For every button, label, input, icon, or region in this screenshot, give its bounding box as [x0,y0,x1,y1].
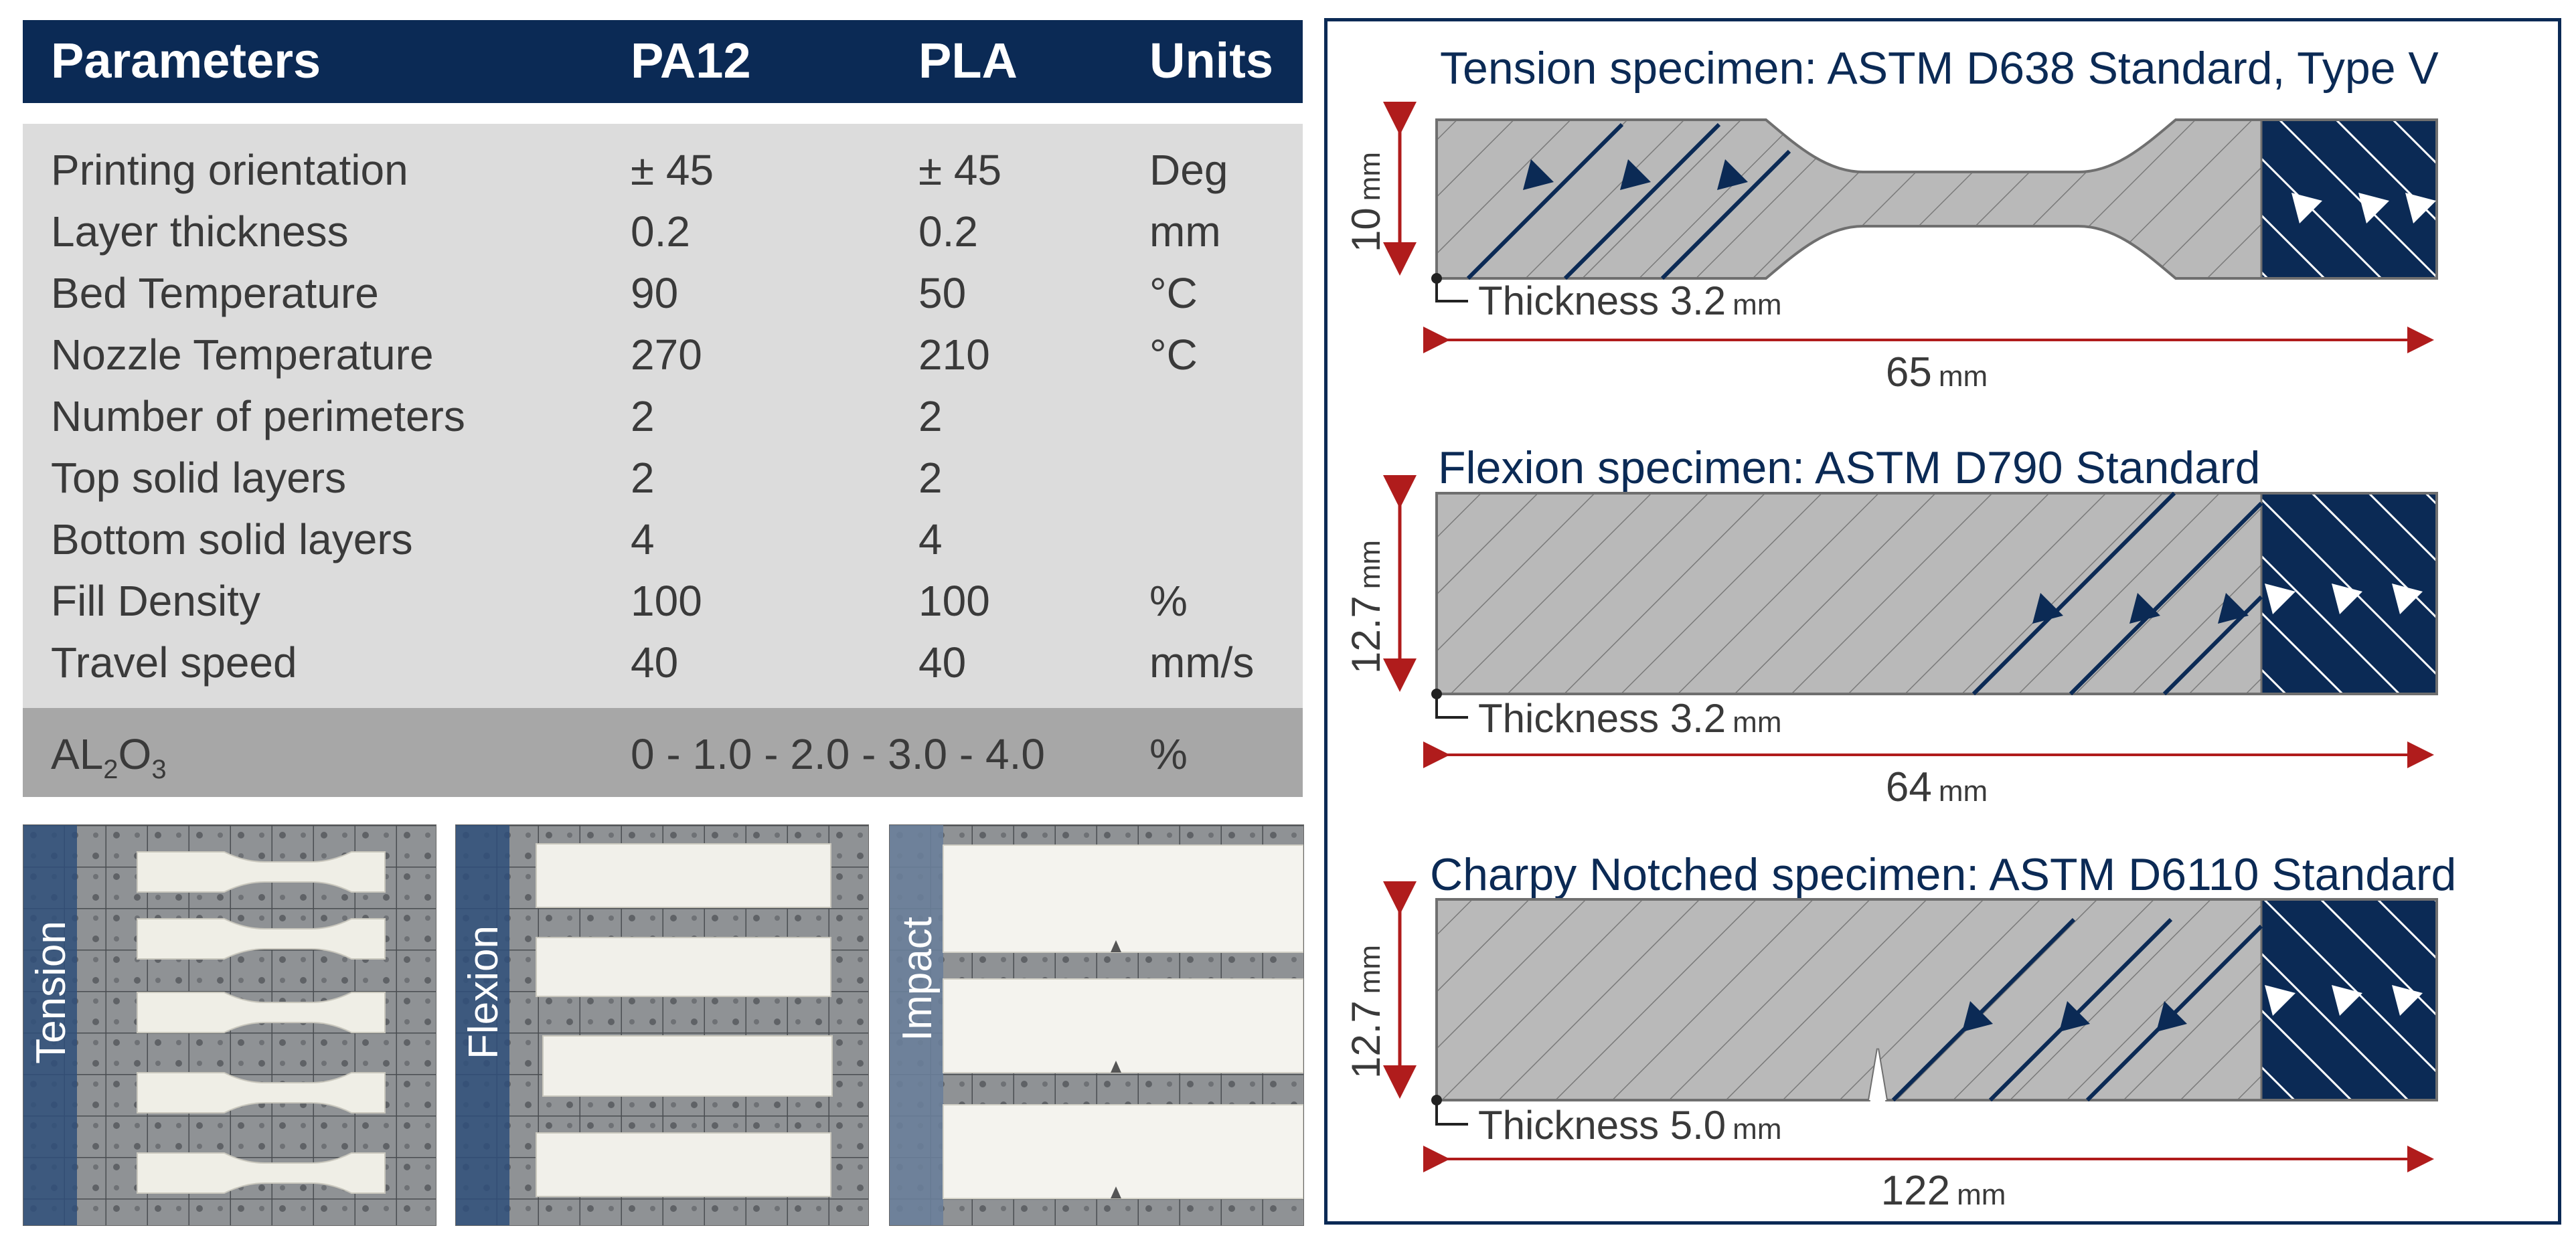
tension-specimen-shape [1435,118,2438,280]
unit-value: mm [1149,207,1221,256]
param-name: Bed Temperature [51,269,379,317]
pa12-value: 4 [631,515,655,563]
additive-label-al: AL [51,730,104,778]
charpy-thickness-label: Thickness 5.0 mm [1478,1103,1781,1148]
table-row: Top solid layers 2 2 [23,448,1303,509]
pa12-value: 0.2 [631,207,690,256]
photo-flexion: Flexion [455,824,869,1226]
table-row: Nozzle Temperature 270 210 °C [23,325,1303,386]
tension-thickness-label: Thickness 3.2 mm [1478,278,1781,323]
tension-photo-image: Tension [23,825,436,1225]
tension-length-value: 65 mm [1886,349,1988,395]
table-row: Travel speed 40 40 mm/s [23,632,1303,694]
specimen-diagram: Tension specimen: ASTM D638 Standard, Ty… [1344,43,2456,1214]
pa12-value: 270 [631,331,702,379]
param-name: Number of perimeters [51,392,465,440]
table-row: Printing orientation ± 45 ± 45 Deg [23,140,1303,201]
param-name: Fill Density [51,577,260,625]
table-row: Fill Density 100 100 % [23,571,1303,632]
additive-label: AL2O3 [51,729,167,785]
additive-unit: % [1149,730,1188,778]
specimen-title-flexion: Flexion specimen: ASTM D790 Standard [1438,442,2260,493]
charpy-specimen-shape [1435,898,2438,1102]
flexion-height-value: 12.7mm [1344,540,1388,674]
pla-value: 100 [918,577,990,625]
additive-label-o: O [118,730,152,778]
photo-impact: Impact [889,824,1304,1226]
header-pa12: PA12 [631,33,751,88]
photo-tension: Tension [23,824,436,1226]
photo-label-impact: Impact [894,917,941,1041]
pla-value: 4 [918,515,943,563]
pa12-value: 90 [631,269,679,317]
unit-value: °C [1149,269,1198,317]
pla-value: 210 [918,331,990,379]
pla-value: 50 [918,269,967,317]
table-row: Bed Temperature 90 50 °C [23,263,1303,325]
tension-height-value: 10mm [1344,152,1388,252]
header-pla: PLA [918,33,1018,88]
specimen-diagram-panel: Tension specimen: ASTM D638 Standard, Ty… [1324,18,2561,1225]
unit-value: °C [1149,331,1198,379]
unit-value: Deg [1149,146,1228,194]
flexion-photo-image: Flexion [456,825,868,1225]
table-row: Bottom solid layers 4 4 [23,509,1303,571]
header-parameters: Parameters [51,33,321,88]
pa12-value: 40 [631,638,679,687]
param-name: Bottom solid layers [51,515,413,563]
photo-label-tension: Tension [28,921,74,1064]
specimen-title-tension: Tension specimen: ASTM D638 Standard, Ty… [1440,43,2439,94]
pla-value: 0.2 [918,207,978,256]
pa12-value: 100 [631,577,702,625]
param-name: Nozzle Temperature [51,331,434,379]
charpy-length-value: 122 mm [1881,1168,2006,1214]
table-header: Parameters PA12 PLA Units [23,20,1303,103]
unit-value: % [1149,577,1188,625]
pla-value: 2 [918,454,943,502]
flexion-thickness-label: Thickness 3.2 mm [1478,696,1781,741]
flexion-length-value: 64 mm [1886,764,1988,810]
additive-label-sub1: 2 [103,754,118,784]
pa12-value: 2 [631,392,655,440]
additive-row: AL2O3 0 - 1.0 - 2.0 - 3.0 - 4.0 % [23,708,1303,797]
table-row: Number of perimeters 2 2 [23,386,1303,448]
pla-value: 2 [918,392,943,440]
additive-label-sub2: 3 [151,754,167,784]
charpy-height-value: 12.7mm [1344,945,1388,1079]
param-name: Top solid layers [51,454,347,502]
photo-label-flexion: Flexion [461,925,507,1059]
table-body: Printing orientation ± 45 ± 45 Deg Layer… [23,124,1303,708]
pa12-value: ± 45 [631,146,714,194]
flexion-specimen-shape [1435,491,2438,696]
unit-value: mm/s [1149,638,1255,687]
impact-photo-image: Impact [890,825,1303,1225]
param-name: Printing orientation [51,146,408,194]
table-row: Layer thickness 0.2 0.2 mm [23,201,1303,263]
param-name: Travel speed [51,638,297,687]
pla-value: ± 45 [918,146,1002,194]
additive-values: 0 - 1.0 - 2.0 - 3.0 - 4.0 [631,730,1045,778]
header-units: Units [1149,33,1273,88]
param-name: Layer thickness [51,207,349,256]
specimen-title-charpy: Charpy Notched specimen: ASTM D6110 Stan… [1430,849,2456,900]
pla-value: 40 [918,638,967,687]
pa12-value: 2 [631,454,655,502]
